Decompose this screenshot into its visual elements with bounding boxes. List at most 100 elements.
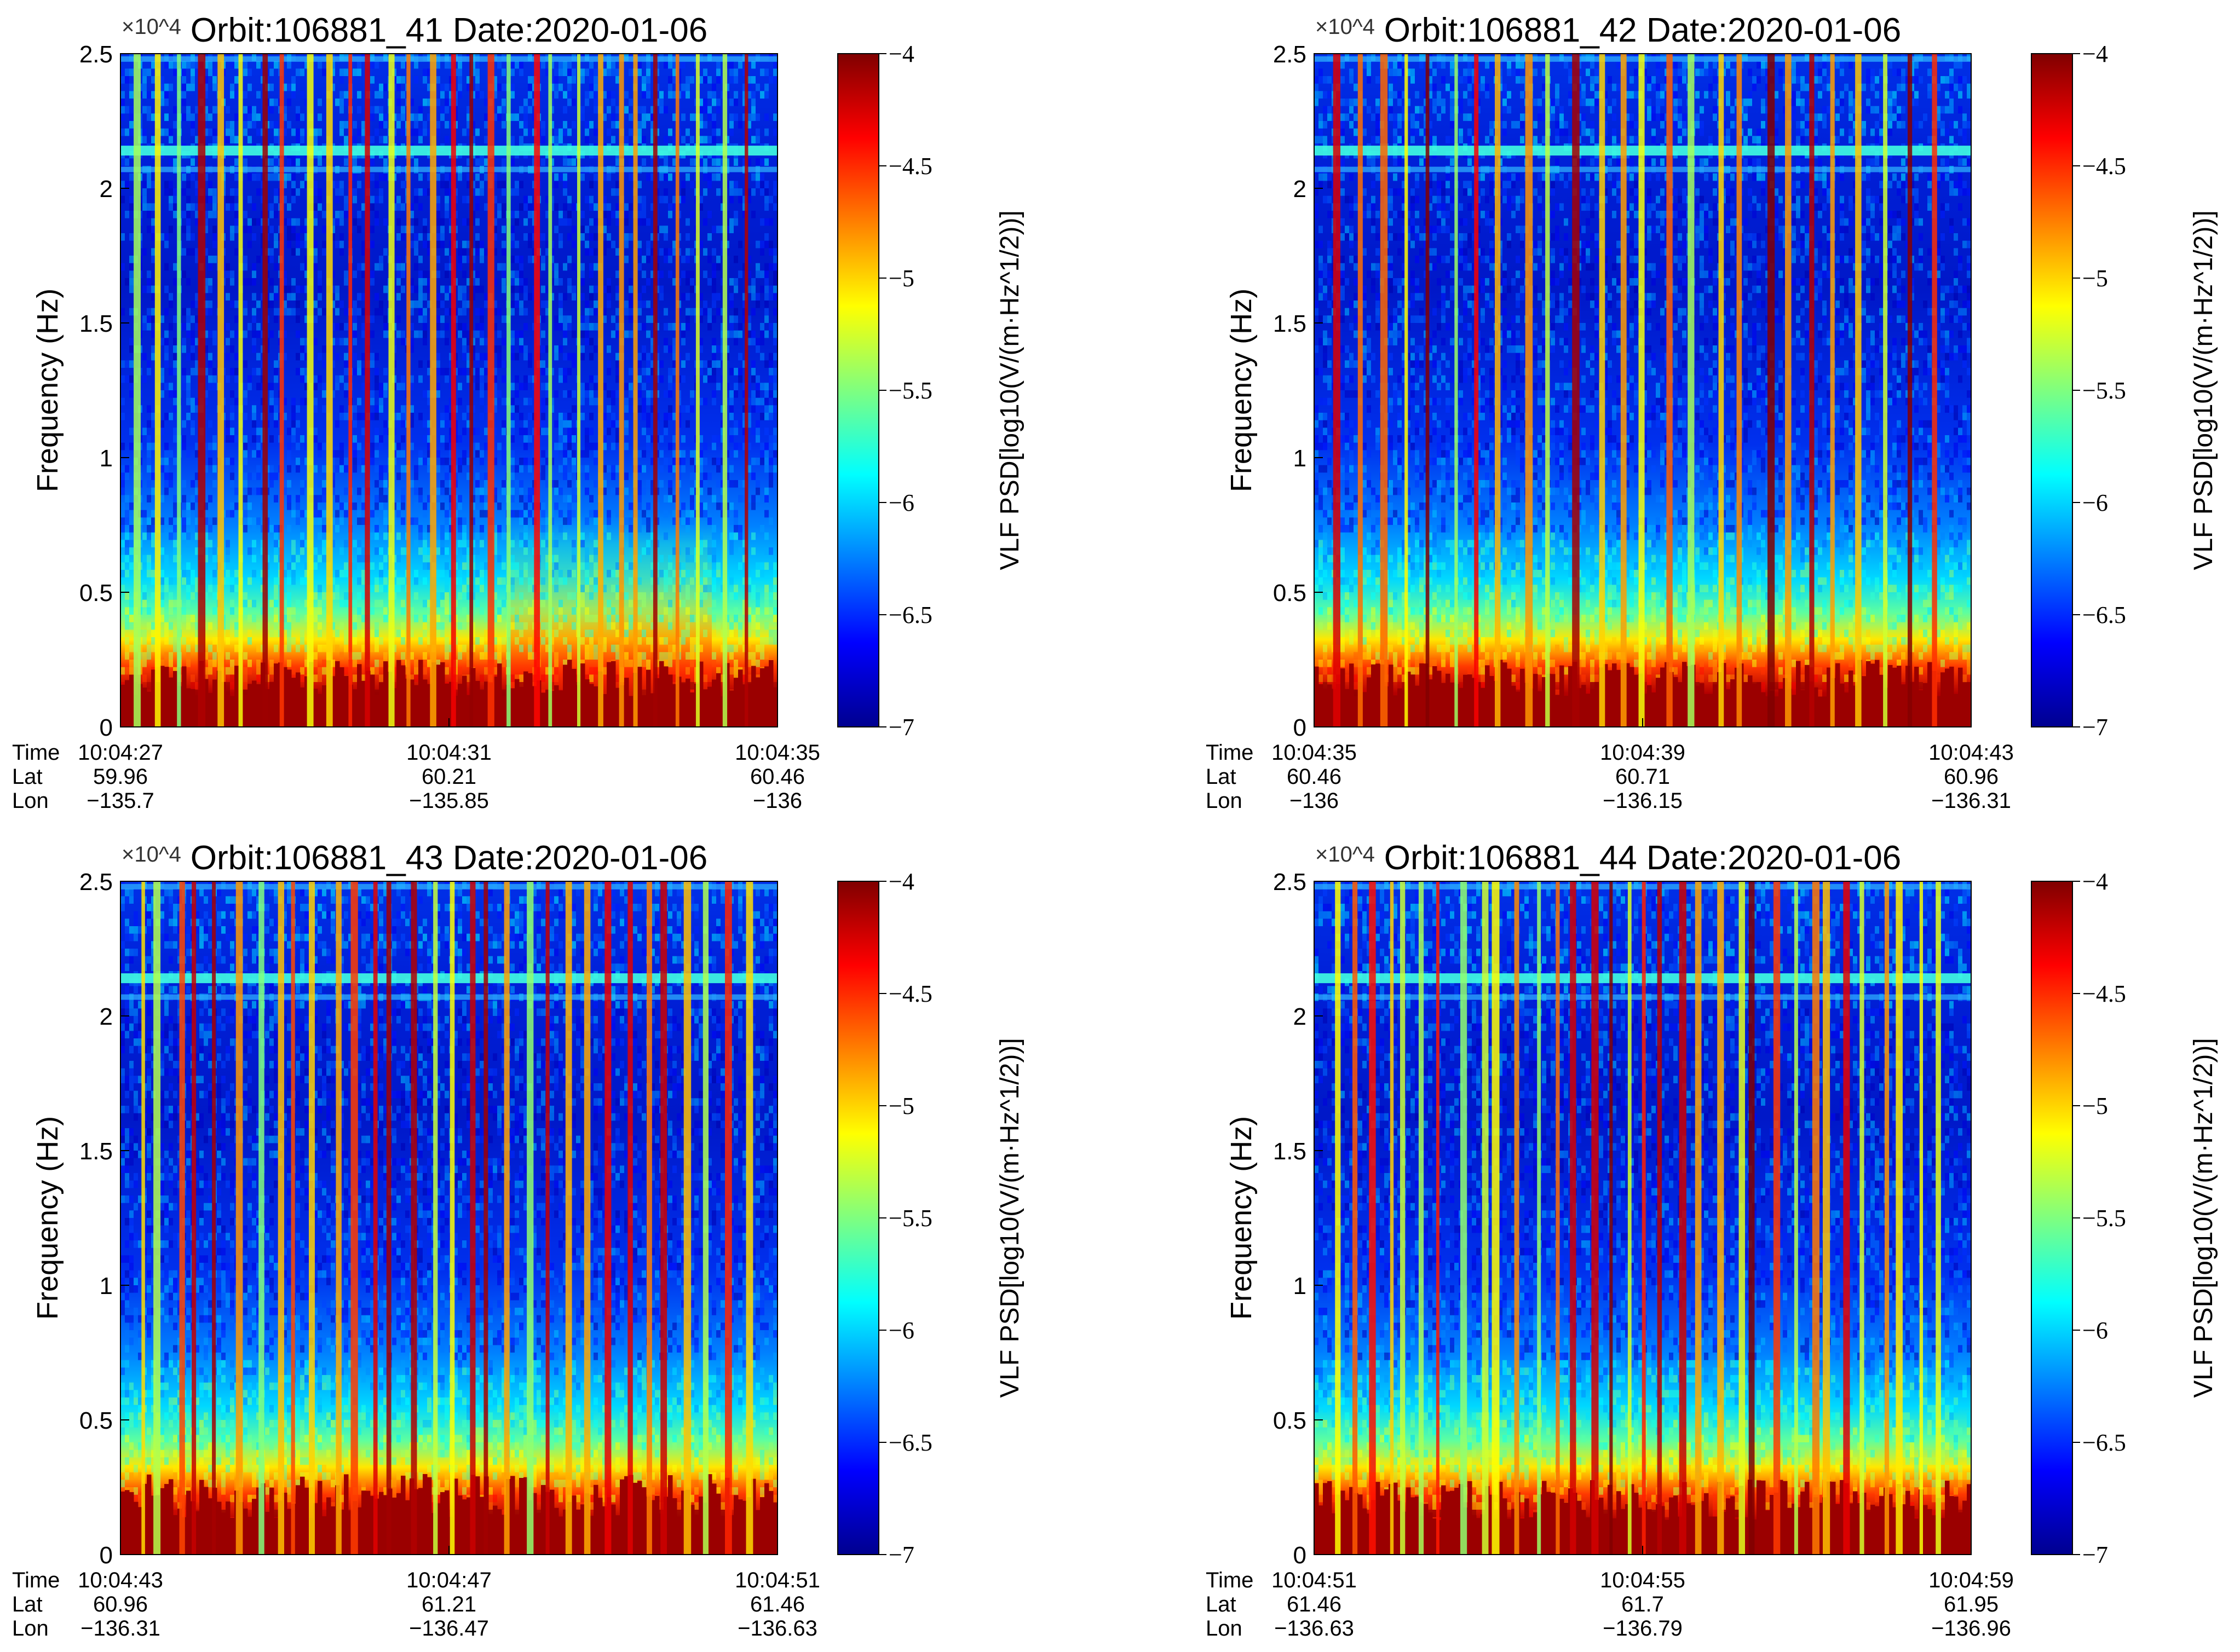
noise-cell <box>191 121 195 129</box>
noise-cell <box>125 517 129 525</box>
noise-cell <box>414 502 418 510</box>
noise-cell <box>300 241 304 249</box>
noise-cell <box>234 158 239 166</box>
noise-cell <box>120 181 125 188</box>
noise-cell <box>519 61 523 69</box>
noise-cell <box>554 203 558 211</box>
noise-cell <box>313 203 318 211</box>
noise-cell <box>120 570 125 577</box>
noise-cell <box>418 270 423 278</box>
noise-cell <box>287 480 291 488</box>
noise-cell <box>252 270 256 278</box>
noise-cell <box>396 84 401 91</box>
noise-cell <box>296 301 300 308</box>
noise-cell <box>480 525 484 533</box>
noise-cell <box>519 121 523 129</box>
noise-cell <box>523 286 528 293</box>
noise-cell <box>291 293 296 301</box>
noise-cell <box>510 278 515 286</box>
noise-cell <box>339 233 344 241</box>
noise-cell <box>322 495 326 502</box>
noise-cell <box>445 547 449 555</box>
noise-cell <box>541 331 545 338</box>
noise-cell <box>458 398 462 406</box>
noise-cell <box>462 129 467 136</box>
noise-cell <box>353 615 357 622</box>
noise-cell <box>287 99 291 106</box>
noise-cell <box>445 196 449 204</box>
noise-cell <box>554 629 558 637</box>
noise-cell <box>502 121 506 129</box>
noise-cell <box>519 533 523 540</box>
noise-cell <box>300 480 304 488</box>
noise-cell <box>147 450 151 458</box>
noise-cell <box>370 203 375 211</box>
noise-cell <box>445 338 449 345</box>
noise-cell <box>523 383 528 390</box>
noise-cell <box>353 420 357 428</box>
noise-cell <box>475 84 480 91</box>
noise-cell <box>125 645 129 652</box>
noise-cell <box>173 338 177 345</box>
noise-cell <box>344 68 348 76</box>
noise-cell <box>563 338 567 345</box>
noise-cell <box>523 562 528 570</box>
noise-cell <box>554 667 558 675</box>
noise-cell <box>252 472 256 480</box>
noise-cell <box>558 61 563 69</box>
noise-cell <box>383 615 388 622</box>
noise-cell <box>274 129 278 136</box>
noise-cell <box>370 607 375 615</box>
noise-cell <box>318 450 322 458</box>
noise-cell <box>502 188 506 196</box>
noise-cell <box>300 488 304 495</box>
noise-cell <box>164 533 169 540</box>
noise-cell <box>191 420 195 428</box>
noise-cell <box>510 398 515 406</box>
noise-cell <box>322 480 326 488</box>
noise-cell <box>379 256 383 263</box>
noise-cell <box>296 218 300 226</box>
noise-cell <box>164 480 169 488</box>
noise-cell <box>383 121 388 129</box>
noise-cell <box>173 345 177 353</box>
noise-cell <box>142 188 147 196</box>
noise-cell <box>558 570 563 577</box>
noise-cell <box>256 667 261 675</box>
noise-cell <box>243 331 247 338</box>
noise-cell <box>318 533 322 540</box>
noise-cell <box>563 315 567 323</box>
noise-cell <box>510 345 515 353</box>
noise-cell <box>212 226 217 233</box>
noise-cell <box>563 376 567 383</box>
noise-cell <box>344 637 348 645</box>
noise-cell <box>147 435 151 443</box>
noise-cell <box>269 405 274 413</box>
noise-cell <box>541 577 545 585</box>
noise-cell <box>339 248 344 256</box>
noise-cell <box>414 570 418 577</box>
noise-cell <box>252 106 256 114</box>
noise-cell <box>502 428 506 435</box>
noise-cell <box>418 188 423 196</box>
noise-cell <box>212 129 217 136</box>
noise-cell <box>191 338 195 345</box>
noise-cell <box>523 622 528 630</box>
noise-cell <box>252 600 256 608</box>
noise-cell <box>375 533 379 540</box>
noise-cell <box>291 637 296 645</box>
noise-cell <box>357 68 361 76</box>
noise-cell <box>462 218 467 226</box>
noise-cell <box>296 368 300 376</box>
noise-cell <box>515 637 519 645</box>
noise-cell <box>480 286 484 293</box>
noise-cell <box>396 585 401 592</box>
noise-cell <box>357 607 361 615</box>
noise-cell <box>418 301 423 308</box>
noise-cell <box>335 465 339 473</box>
noise-cell <box>370 278 375 286</box>
noise-cell <box>182 91 186 99</box>
noise-cell <box>226 667 230 675</box>
noise-cell <box>125 652 129 660</box>
noise-cell <box>353 158 357 166</box>
